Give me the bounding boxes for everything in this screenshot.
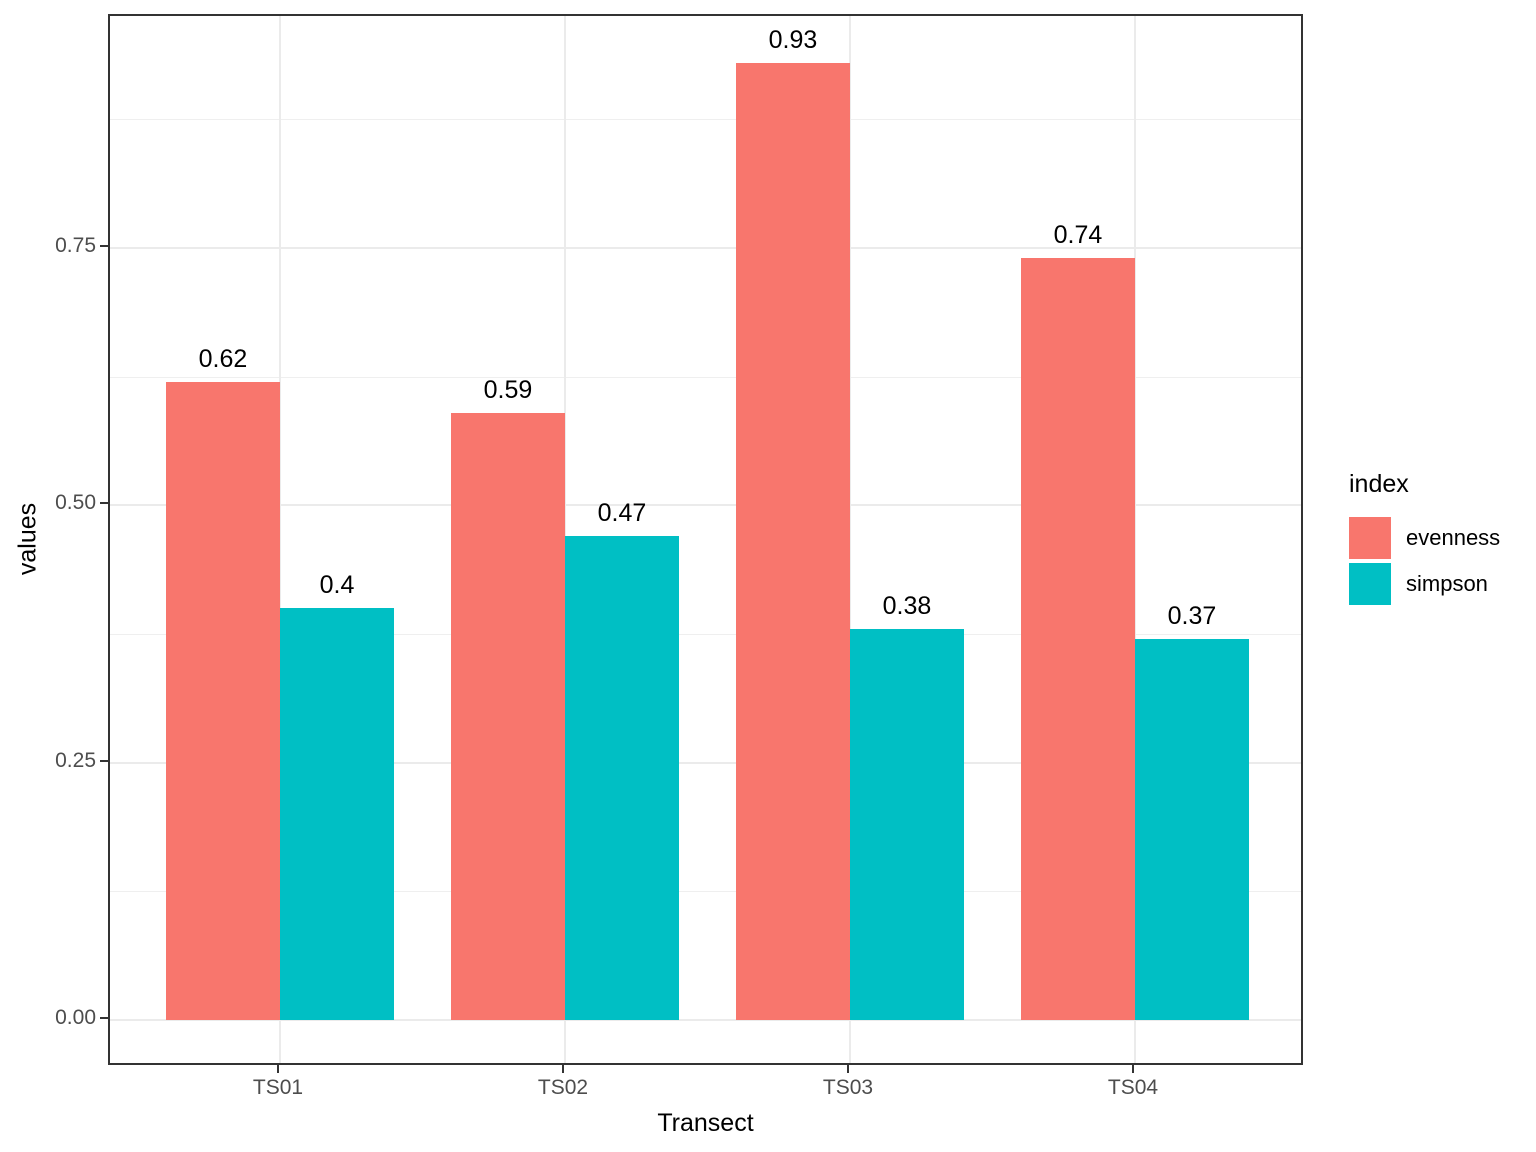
legend-key-evenness xyxy=(1349,517,1391,559)
x-tick-label-TS02: TS02 xyxy=(537,1076,589,1099)
value-label-simpson-TS01: 0.4 xyxy=(319,571,355,600)
value-label-evenness-TS02: 0.59 xyxy=(483,375,533,404)
value-label-evenness-TS03: 0.93 xyxy=(768,25,818,54)
gridline-vertical-TS03 xyxy=(849,16,851,1063)
bar-simpson-TS02 xyxy=(565,536,679,1020)
bar-evenness-TS02 xyxy=(451,412,565,1020)
y-tick-label-0.25: 0.25 xyxy=(55,748,96,772)
bar-evenness-TS03 xyxy=(736,62,850,1020)
legend-title: index xyxy=(1349,470,1409,498)
plot-panel: 0.62 0.59 0.93 0.74 0.4 0.47 0.38 0.37 xyxy=(108,14,1303,1065)
bar-simpson-TS03 xyxy=(850,628,964,1020)
value-label-simpson-TS04: 0.37 xyxy=(1167,602,1217,631)
bar-evenness-TS01 xyxy=(166,381,280,1020)
x-tick-mark-TS01 xyxy=(277,1065,279,1073)
y-tick-mark-0.50 xyxy=(100,502,108,505)
gridline-minor xyxy=(110,376,1301,378)
gridline-vertical-TS04 xyxy=(1134,16,1136,1063)
legend-entry-simpson: simpson xyxy=(1349,563,1488,605)
x-axis-title: Transect xyxy=(657,1109,754,1137)
gridline-major-0.50 xyxy=(110,504,1301,507)
y-tick-mark-0.00 xyxy=(100,1017,108,1019)
y-tick-label-0.75: 0.75 xyxy=(55,234,96,258)
gridline-major-0.00 xyxy=(110,1019,1301,1021)
gridline-vertical-TS01 xyxy=(279,16,281,1063)
value-label-simpson-TS03: 0.38 xyxy=(882,591,932,620)
x-tick-mark-TS04 xyxy=(1132,1065,1134,1073)
value-label-simpson-TS02: 0.47 xyxy=(597,499,647,528)
legend-label-simpson: simpson xyxy=(1406,571,1488,596)
x-tick-label-TS03: TS03 xyxy=(822,1076,874,1099)
bar-simpson-TS01 xyxy=(280,608,394,1020)
bar-evenness-TS04 xyxy=(1021,258,1135,1020)
y-tick-mark-0.25 xyxy=(100,759,108,762)
value-label-evenness-TS01: 0.62 xyxy=(198,344,248,373)
x-tick-label-TS01: TS01 xyxy=(252,1076,304,1099)
y-tick-mark-0.75 xyxy=(100,245,108,248)
gridline-major-0.25 xyxy=(110,761,1301,764)
x-tick-mark-TS03 xyxy=(847,1065,849,1073)
legend-label-evenness: evenness xyxy=(1406,525,1501,550)
legend-entries: evenness simpson xyxy=(1349,517,1500,605)
bar-simpson-TS04 xyxy=(1135,639,1249,1020)
gridline-major-0.75 xyxy=(110,247,1301,250)
legend-entry-evenness: evenness xyxy=(1349,517,1500,559)
value-label-evenness-TS04: 0.74 xyxy=(1053,221,1103,250)
x-tick-label-TS04: TS04 xyxy=(1107,1076,1159,1099)
legend: index evenness simpson xyxy=(1349,470,1500,609)
x-tick-mark-TS02 xyxy=(562,1065,564,1073)
y-tick-label-0.50: 0.50 xyxy=(55,491,96,515)
gridline-minor xyxy=(110,891,1301,893)
gridline-minor xyxy=(110,119,1301,121)
y-tick-label-0.00: 0.00 xyxy=(55,1006,96,1029)
gridline-minor xyxy=(110,634,1301,635)
legend-key-simpson xyxy=(1349,563,1391,605)
